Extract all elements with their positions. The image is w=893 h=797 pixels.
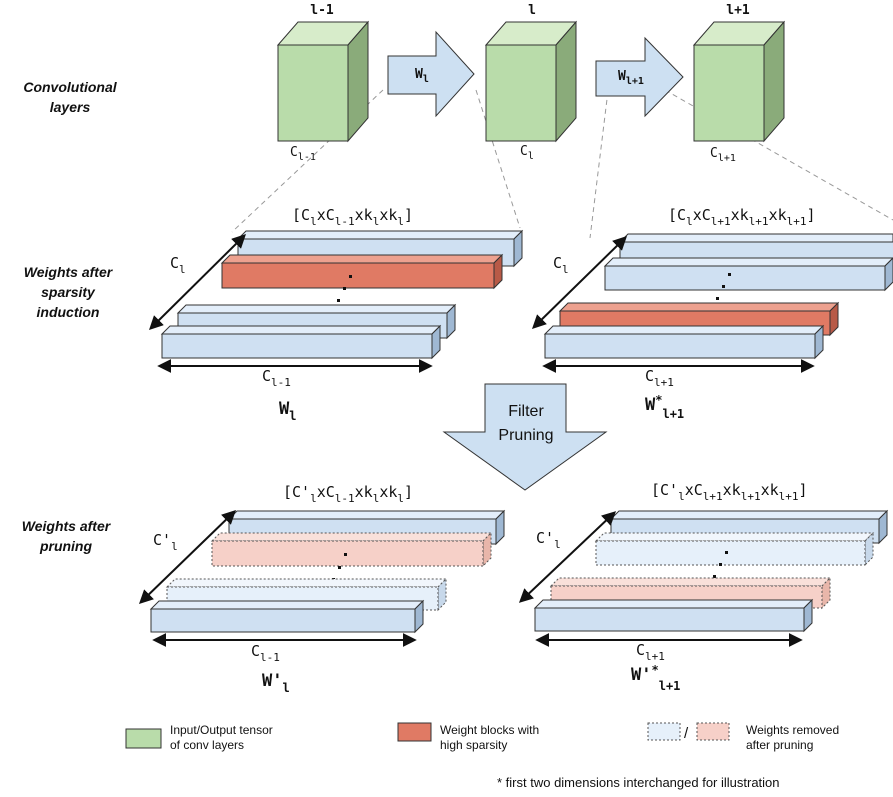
removed-weight-block [594,531,875,567]
weight-block [603,257,893,292]
legend-removed-weights: / Weights removed after pruning [647,722,839,752]
layer-label-cur: l [528,3,536,18]
channel-label-cur: Cl [520,144,534,162]
svg-text:[C'lxCl-1xklxkl]: [C'lxCl-1xklxkl] [283,483,413,505]
tensor-next [692,20,786,143]
channel-axis-label: C'l [153,531,178,553]
channel-label-prev: Cl-1 [290,145,316,163]
weight-block [149,599,425,634]
channel-axis-arrow [518,511,617,603]
row-label-pruning: Weights after pruning [22,518,112,554]
weights-pruning-left: [C'lxCl-1xklxkl] C'l Cl-1 W'l [138,483,506,695]
ellipsis-dots [337,275,352,302]
weights-sparsity-left: [ClxCl-1xklxkl] Cl [149,206,524,423]
weight-name: W'l [262,671,290,695]
svg-text:induction: induction [37,304,100,320]
svg-text:after pruning: after pruning [746,738,813,752]
row-label-conv: Convolutional layers [23,79,117,115]
weight-name: Wl [279,399,296,423]
legend-tensor: Input/Output tensor of conv layers [125,723,273,752]
svg-text:Filter: Filter [508,403,544,420]
svg-text:pruning: pruning [39,538,93,554]
weight-block [160,324,442,360]
svg-text:layers: layers [50,99,91,115]
dashed-guides [231,89,893,239]
svg-text:sparsity: sparsity [41,284,96,300]
svg-text:Weight blocks with: Weight blocks with [440,723,539,737]
tensor-prev [276,20,370,143]
svg-text:[ClxCl+1xkl+1xkl+1]: [ClxCl+1xkl+1xkl+1] [668,206,816,228]
ellipsis-dots [713,551,728,578]
layer-label-prev: l-1 [310,3,334,18]
channel-axis-arrow [149,234,246,330]
svg-text:Convolutional: Convolutional [23,79,117,95]
channel-axis-arrow [531,236,628,329]
arrow-w-l: Wl [387,30,475,118]
channel-label-next: Cl+1 [710,146,736,164]
channel-axis-arrow [138,510,237,604]
weights-pruning-right: [C'lxCl+1xkl+1xkl+1] C'l Cl+1 W'*l+1 [518,481,889,693]
svg-text:/: / [684,725,689,742]
svg-text:of conv layers: of conv layers [170,738,244,752]
svg-text:Weights after: Weights after [22,518,112,534]
svg-text:Pruning: Pruning [498,427,553,444]
svg-text:[ClxCl-1xklxkl]: [ClxCl-1xklxkl] [292,206,413,228]
weight-name: W*l+1 [645,393,684,421]
svg-text:[C'lxCl+1xkl+1xkl+1]: [C'lxCl+1xkl+1xkl+1] [651,481,808,503]
input-axis-label: Cl+1 [636,641,665,663]
svg-text:Wl+1: Wl+1 [618,69,644,87]
sparse-weight-block [220,253,504,290]
weights-sparsity-right: [ClxCl+1xkl+1xkl+1] Cl Cl+1 W*l+1 [531,206,893,421]
weight-block [533,598,814,633]
input-axis-label: Cl-1 [262,367,291,389]
weight-name: W'*l+1 [631,663,680,693]
svg-text:high sparsity: high sparsity [440,738,507,752]
tensor-cur [484,20,578,143]
input-axis-label: Cl+1 [645,367,674,389]
row-label-sparsity: Weights after sparsity induction [24,264,114,320]
layer-label-next: l+1 [726,3,750,18]
arrow-w-l+1: Wl+1 [595,36,684,118]
weight-block [543,324,825,360]
ellipsis-dots [716,273,731,300]
channel-axis-label: Cl [553,254,569,276]
footnote: * first two dimensions interchanged for … [497,775,780,790]
svg-text:Weights removed: Weights removed [746,723,839,737]
svg-text:Input/Output tensor: Input/Output tensor [170,723,273,737]
channel-axis-label: C'l [536,529,561,551]
channel-axis-label: Cl [170,254,186,276]
legend-sparse-block: Weight blocks with high sparsity [397,722,539,752]
removed-weight-block [210,531,493,568]
legend: Input/Output tensor of conv layers Weigh… [125,722,839,752]
svg-text:Wl: Wl [415,67,429,85]
svg-text:Weights after: Weights after [24,264,114,280]
input-axis-label: Cl-1 [251,642,280,664]
filter-pruning-arrow: Filter Pruning [442,383,608,491]
